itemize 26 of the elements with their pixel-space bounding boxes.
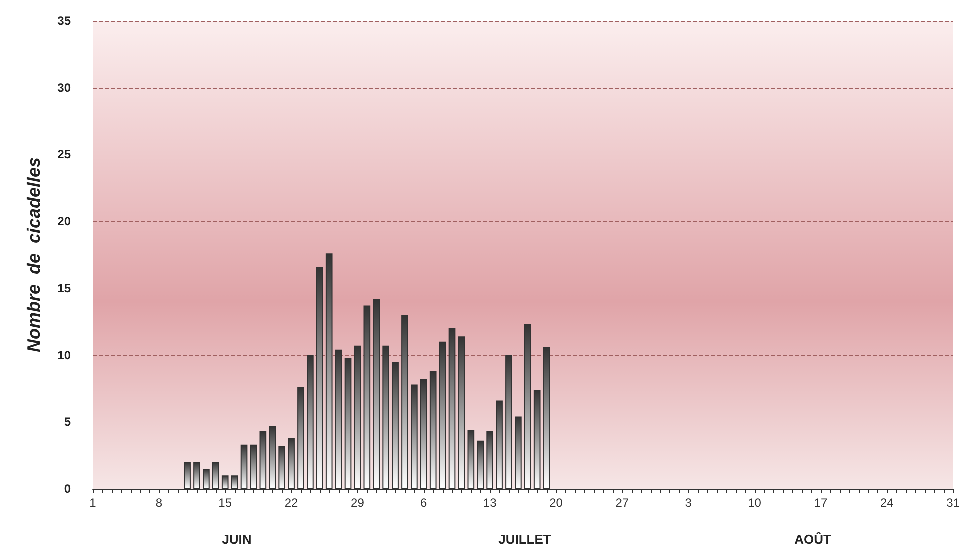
x-tick-label: 1 [90,496,97,510]
x-tick-label: 17 [814,496,828,510]
y-tick-label: 30 [58,80,72,95]
y-tick-label: 10 [58,348,72,362]
y-tick-label: 15 [58,281,72,296]
y-tick-label: 5 [64,415,72,430]
x-tick-label: 10 [748,496,762,510]
x-tick-label: 8 [156,496,163,510]
y-tick-label: 25 [58,148,72,162]
x-tick-label: 20 [550,496,564,510]
x-tick-label: 6 [420,496,428,510]
y-tick-label: 0 [64,482,72,496]
x-tick-label: 13 [483,496,498,510]
x-tick-label: 24 [880,496,894,510]
x-tick-label: 29 [351,496,365,510]
x-tick-label: 3 [685,496,692,510]
x-tick-label: 15 [218,496,232,510]
text: JUIN [222,532,252,547]
y-tick-label: 35 [58,14,72,28]
y-tick-label: 20 [58,214,72,229]
text: AOÛT [794,532,832,547]
y-axis-title: Nombre de cicadelles [24,157,44,353]
x-tick-label: 27 [616,496,630,510]
x-tick-label: 22 [284,496,299,510]
text: JUILLET [498,532,552,547]
x-tick-label: 31 [946,496,960,510]
